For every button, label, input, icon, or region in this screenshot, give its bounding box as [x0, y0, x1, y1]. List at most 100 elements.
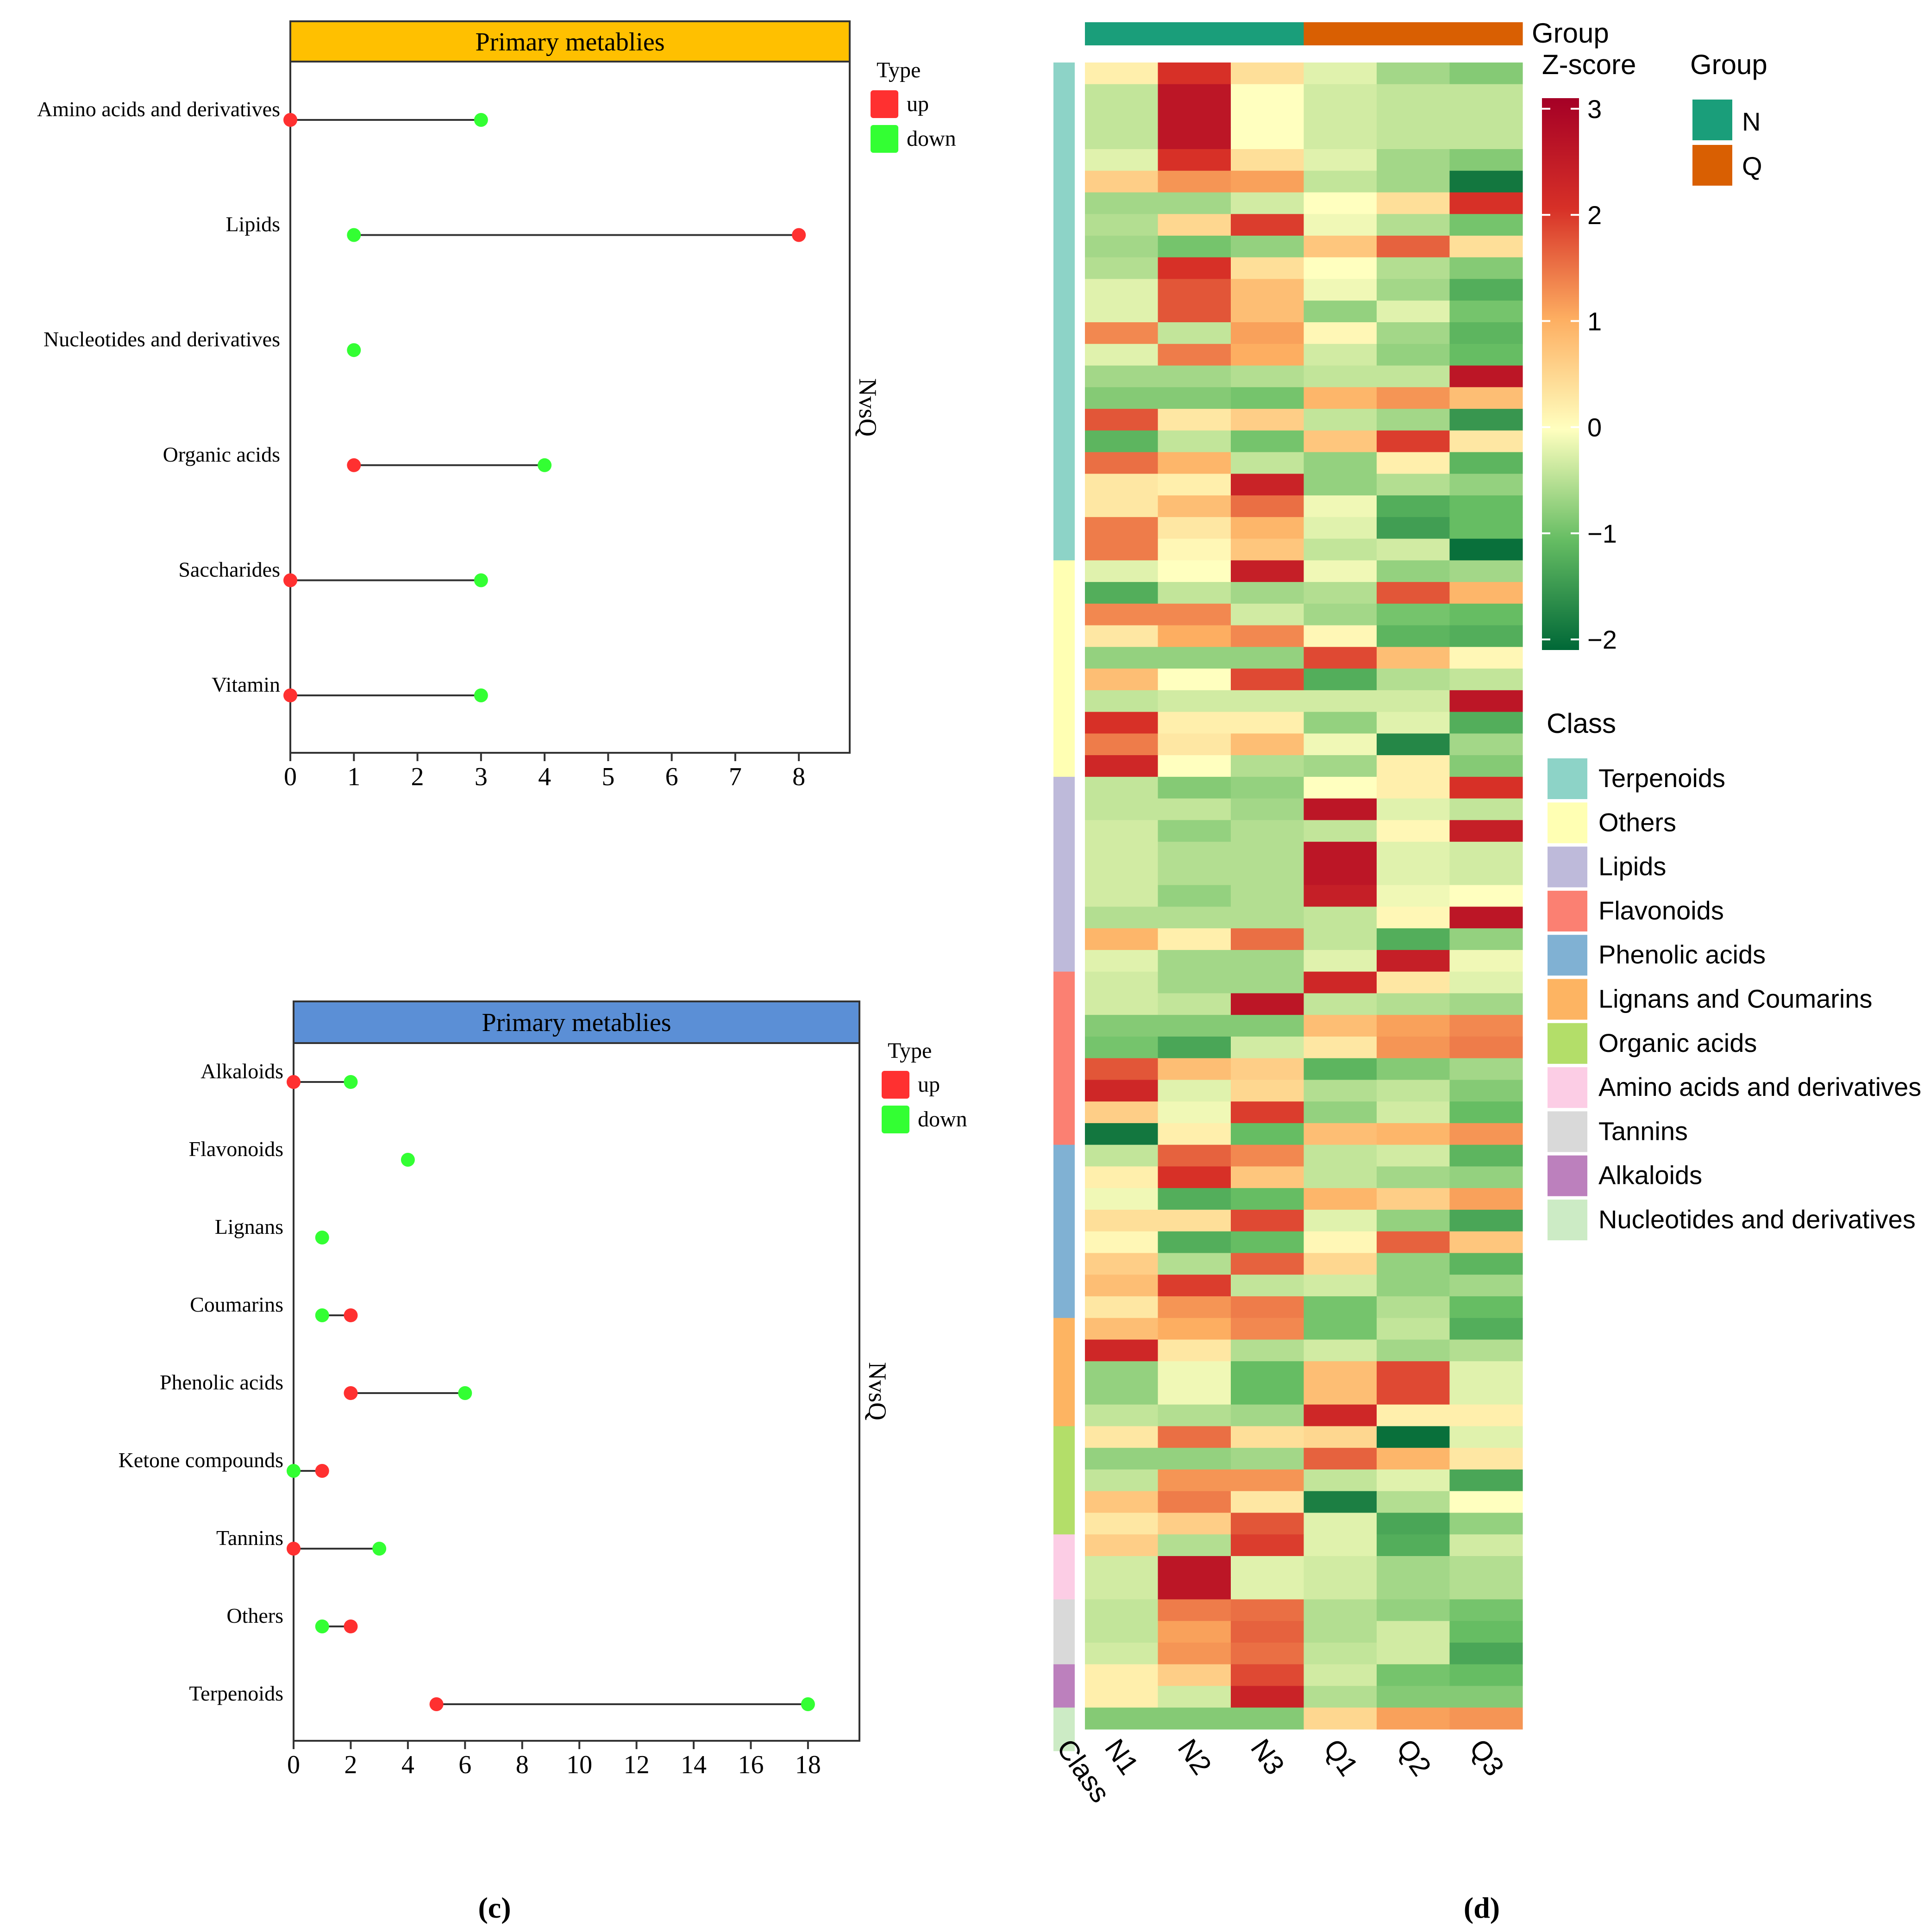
heatmap-cell [1303, 1058, 1377, 1081]
heatmap-cell [1085, 1144, 1159, 1167]
heatmap-cell [1231, 1144, 1304, 1167]
legend-label-up: up [907, 92, 929, 116]
heatmap-cell [1377, 1296, 1450, 1319]
group-annotation-bar [1085, 22, 1523, 45]
heatmap-cell [1303, 733, 1377, 756]
heatmap-cell [1085, 603, 1159, 626]
category-label: Flavonoids [189, 1137, 283, 1161]
heatmap-cell [1085, 1448, 1159, 1470]
heatmap-cell [1158, 1621, 1231, 1643]
heatmap-cell [1231, 993, 1304, 1015]
heatmap-cell [1085, 647, 1159, 669]
heatmap-cell [1085, 214, 1159, 236]
legend-title: Type [888, 1038, 932, 1063]
zscore-legend-title: Z-score [1542, 49, 1636, 80]
heatmap-cell [1158, 300, 1231, 323]
heatmap-cell [1303, 1101, 1377, 1124]
heatmap-cell [1085, 863, 1159, 886]
x-tick-label: 7 [729, 763, 742, 791]
heatmap-cell [1377, 474, 1450, 496]
heatmap-cell [1231, 950, 1304, 972]
heatmap-cell [1377, 452, 1450, 474]
heatmap-cell [1449, 690, 1523, 713]
heatmap-cell [1449, 474, 1523, 496]
heatmap-cell [1377, 517, 1450, 539]
heatmap-cell [1158, 863, 1231, 886]
x-tick-label: 12 [624, 1751, 650, 1779]
group-bar-cell [1085, 22, 1159, 45]
heatmap-cell [1303, 928, 1377, 950]
group-legend-title: Group [1690, 49, 1767, 80]
heatmap-cell [1158, 214, 1231, 236]
category-label: Phenolic acids [160, 1370, 283, 1394]
heatmap-cell [1449, 1318, 1523, 1340]
heatmap-cell [1158, 647, 1231, 669]
heatmap-cell [1085, 971, 1159, 994]
heatmap-cell [1158, 365, 1231, 388]
heatmap-cell [1085, 582, 1159, 604]
heatmap-cell [1449, 322, 1523, 344]
point-down [287, 1464, 301, 1478]
heatmap-cell [1449, 279, 1523, 301]
heatmap-cell [1085, 907, 1159, 929]
heatmap-cell [1377, 885, 1450, 907]
class-legend-swatch [1548, 979, 1587, 1020]
heatmap-cell [1303, 1275, 1377, 1297]
category-label: Tannins [216, 1526, 283, 1550]
heatmap-cell [1085, 712, 1159, 734]
class-legend-label: Amino acids and derivatives [1598, 1072, 1921, 1101]
heatmap-cell [1231, 1166, 1304, 1188]
heatmap-cell [1158, 1577, 1231, 1600]
legend-label-down: down [907, 126, 956, 151]
heatmap-cell [1303, 1166, 1377, 1188]
class-legend-swatch [1548, 1155, 1587, 1196]
heatmap-cell [1303, 474, 1377, 496]
heatmap-cell [1449, 517, 1523, 539]
heatmap-cell [1377, 63, 1450, 85]
class-legend-label: Flavonoids [1598, 896, 1724, 925]
heatmap-cell [1158, 1101, 1231, 1124]
heatmap-cell [1377, 1426, 1450, 1448]
heatmap-cell [1449, 214, 1523, 236]
category-label: Vitamin [212, 673, 280, 696]
class-legend-title: Class [1547, 708, 1616, 739]
heatmap-cell [1158, 452, 1231, 474]
heatmap-cell [1231, 755, 1304, 777]
heatmap-cell [1085, 885, 1159, 907]
heatmap-cell [1377, 1123, 1450, 1145]
heatmap-cell [1449, 1448, 1523, 1470]
heatmap-cell [1303, 1556, 1377, 1578]
heatmap-cell [1377, 127, 1450, 150]
x-tick-label: 8 [516, 1751, 529, 1779]
heatmap-cell [1158, 1080, 1231, 1102]
dumbbell-marks: 0 2 4 6 8 10 12 14 16 18 Alkaloids Flavonoids Lignan… [119, 1059, 821, 1779]
class-legend-label: Lipids [1598, 852, 1666, 881]
legend-swatch-down [882, 1106, 909, 1133]
heatmap-cell [1377, 1513, 1450, 1535]
heatmap-cell [1449, 430, 1523, 453]
heatmap-cell [1449, 257, 1523, 280]
heatmap-cell [1231, 1556, 1304, 1578]
point-down [801, 1697, 815, 1711]
facet-label: NvsQ [864, 1362, 891, 1420]
facet-label: NvsQ [854, 378, 882, 437]
category-label: Lignans [215, 1215, 283, 1238]
point-up [315, 1464, 329, 1478]
legend-label-down: down [918, 1107, 967, 1132]
heatmap-cell [1303, 971, 1377, 994]
heatmap-cell [1449, 907, 1523, 929]
heatmap-cell [1231, 538, 1304, 561]
heatmap-cell [1085, 1686, 1159, 1708]
heatmap-cell [1085, 755, 1159, 777]
zscore-tick-label: 3 [1587, 94, 1602, 124]
heatmap-cell [1303, 365, 1377, 388]
x-tick-label: 14 [681, 1751, 707, 1779]
heatmap-cell [1158, 907, 1231, 929]
heatmap-cell [1377, 1318, 1450, 1340]
heatmap-cell [1377, 798, 1450, 820]
heatmap-cell [1377, 1621, 1450, 1643]
heatmap-cell [1231, 928, 1304, 950]
heatmap-cell [1231, 863, 1304, 886]
heatmap-cell [1085, 1166, 1159, 1188]
dumbbell-marks: 0 1 2 3 4 5 6 7 8 Amino acids and derivatives Lipi… [37, 97, 806, 791]
